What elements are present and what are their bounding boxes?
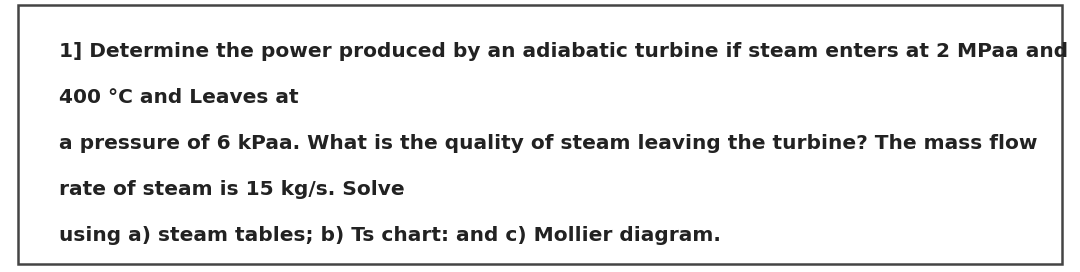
Text: 1] Determine the power produced by an adiabatic turbine if steam enters at 2 MPa: 1] Determine the power produced by an ad… (59, 42, 1068, 61)
Text: rate of steam is 15 kg/s. Solve: rate of steam is 15 kg/s. Solve (59, 180, 405, 199)
Text: a pressure of 6 kPaa. What is the quality of steam leaving the turbine? The mass: a pressure of 6 kPaa. What is the qualit… (59, 134, 1038, 153)
Text: 400 °C and Leaves at: 400 °C and Leaves at (59, 88, 299, 107)
Text: using a) steam tables; b) Ts chart: and c) Mollier diagram.: using a) steam tables; b) Ts chart: and … (59, 226, 721, 245)
